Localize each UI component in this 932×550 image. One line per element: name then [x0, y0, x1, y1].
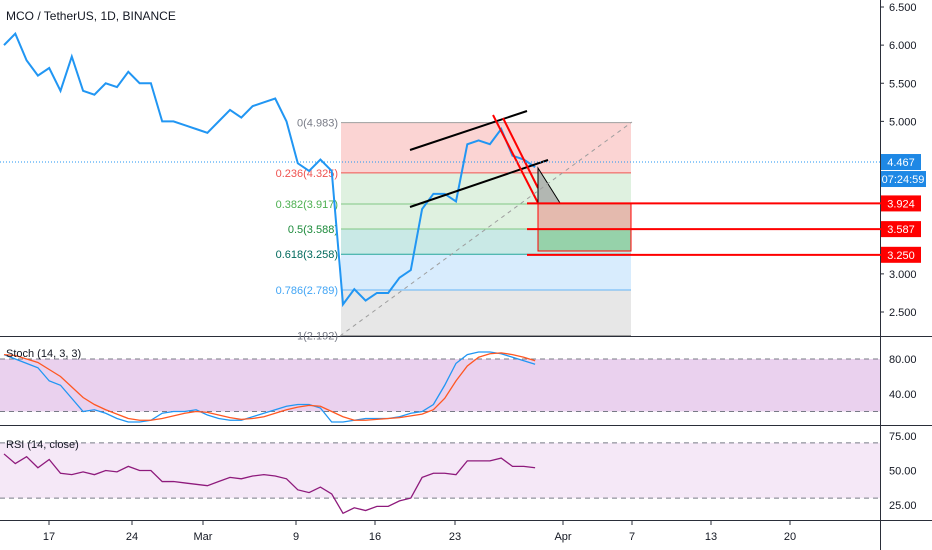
time-tick-label: 13	[705, 531, 717, 543]
fib-zone	[341, 122, 631, 173]
countdown-badge	[881, 171, 926, 188]
fib-level-label: 0.5(3.588)	[288, 224, 338, 236]
time-tick-label: 7	[629, 531, 635, 543]
stoch-k-line[interactable]	[3, 351, 536, 423]
trendline-lower[interactable]	[409, 159, 549, 208]
price-tick-label: 5.500	[889, 78, 917, 90]
trendline-upper[interactable]	[409, 110, 528, 151]
time-tick-label: 16	[369, 531, 381, 543]
rsi-tick-label: 75.00	[889, 431, 917, 443]
price-tick-label: 6.500	[889, 2, 917, 14]
time-tick-label: 17	[43, 531, 55, 543]
countdown-label: 07:24:59	[882, 174, 925, 186]
rsi-band	[0, 442, 880, 499]
rsi-tick-label: 25.00	[889, 500, 917, 512]
stoch-series[interactable]	[3, 351, 536, 423]
fib-level-label: 0.786(2.789)	[276, 285, 338, 297]
fib-level-label: 0(4.983)	[297, 118, 338, 130]
rsi-line[interactable]	[3, 453, 536, 515]
horizontal-levels[interactable]: 3.924 3.587 3.250	[527, 195, 921, 263]
wedge-line-2[interactable]	[502, 117, 539, 189]
time-axis[interactable]: 17 24 Mar 9 16 23 Apr 7 13 20	[43, 521, 796, 543]
rsi-axis[interactable]: 75.00 50.00 25.00	[889, 431, 917, 512]
short-loss-zone[interactable]	[537, 202, 632, 230]
current-price-label: 4.467	[887, 157, 915, 169]
rsi-series[interactable]	[3, 453, 536, 515]
fib-zone	[341, 203, 631, 230]
fib-zone	[341, 289, 631, 336]
fib-zone	[341, 254, 631, 290]
fib-zone	[341, 229, 631, 255]
time-tick-label: 9	[293, 531, 299, 543]
price-tick-label: 5.000	[889, 116, 917, 128]
stoch-tick-label: 80.00	[889, 354, 917, 366]
level-badge	[881, 195, 921, 212]
level-label: 3.587	[887, 224, 915, 236]
time-tick-label: Mar	[194, 531, 213, 543]
time-tick-label: 24	[126, 531, 138, 543]
wedge-line-1[interactable]	[492, 114, 539, 204]
rsi-title[interactable]: RSI (14, close)	[6, 439, 79, 451]
fib-level-label: 0.382(3.917)	[276, 199, 338, 211]
drawings[interactable]	[339, 110, 633, 337]
level-badge	[881, 246, 921, 263]
stoch-axis[interactable]: 80.00 40.00	[889, 354, 917, 401]
price-tick-label: 3.000	[889, 269, 917, 281]
time-tick-label: 20	[784, 531, 796, 543]
short-profit-zone[interactable]	[537, 228, 632, 252]
fib-level-label: 1(2.192)	[297, 330, 338, 342]
fib-retracement[interactable]: 0(4.983) 0.236(4.325) 0.382(3.917) 0.5(3.58…	[276, 118, 631, 343]
fib-level-label: 0.236(4.325)	[276, 168, 338, 180]
level-label: 3.250	[887, 250, 915, 262]
level-label: 3.924	[887, 198, 915, 210]
fib-level-label: 0.618(3.258)	[276, 249, 338, 261]
rsi-tick-label: 50.00	[889, 466, 917, 478]
time-tick-label: Apr	[554, 531, 571, 543]
price-tick-label: 6.000	[889, 40, 917, 52]
level-badge	[881, 221, 921, 238]
price-tick-label: 2.500	[889, 307, 917, 319]
current-price-badge	[881, 154, 921, 171]
stoch-d-line[interactable]	[3, 352, 536, 421]
stoch-title[interactable]: Stoch (14, 3, 3)	[6, 348, 81, 360]
symbol-title[interactable]: MCO / TetherUS, 1D, BINANCE	[6, 9, 176, 23]
time-tick-label: 23	[449, 531, 461, 543]
fib-zone	[341, 172, 631, 204]
stoch-tick-label: 40.00	[889, 389, 917, 401]
